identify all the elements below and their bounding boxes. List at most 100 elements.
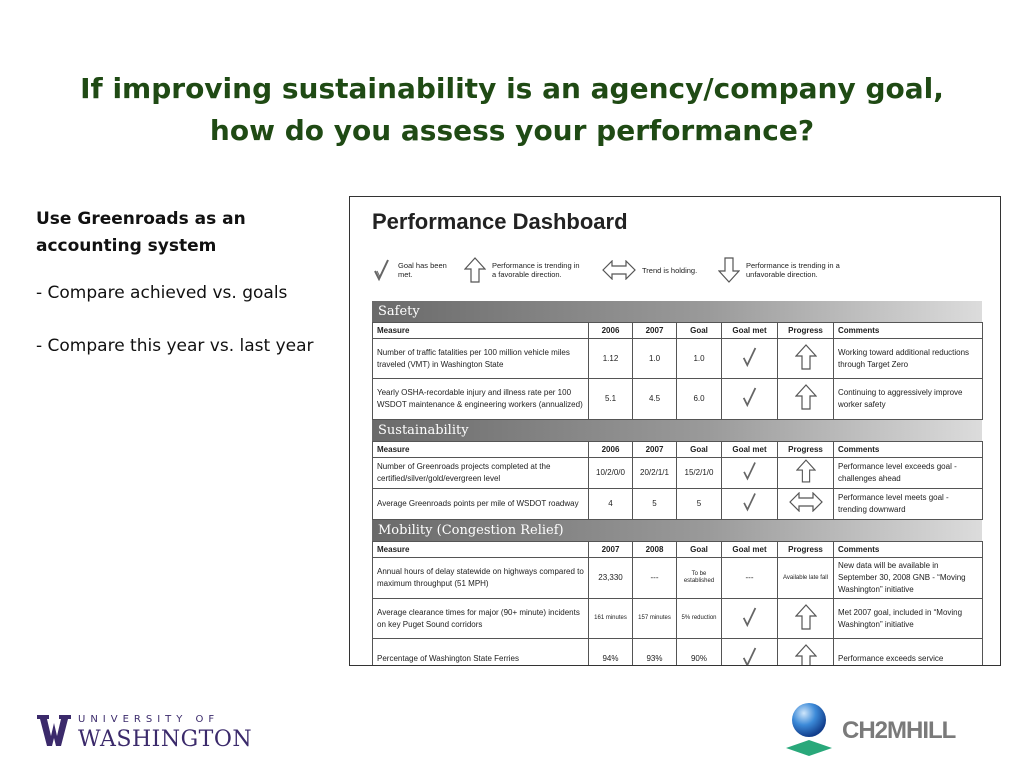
progress-cell: Available late fall <box>777 557 834 599</box>
slide-title-line2: how do you assess your performance? <box>209 114 815 147</box>
column-header: 2006 <box>588 441 633 458</box>
sustainability-table: Measure 2006 2007 Goal Goal met Progress… <box>372 441 983 520</box>
measure-cell: Number of Greenroads projects completed … <box>372 457 589 489</box>
goal-cell: 1.0 <box>676 338 722 379</box>
column-header: Goal met <box>721 441 778 458</box>
legend-holding-text: Trend is holding. <box>642 265 698 275</box>
ch2mhill-wordmark: CH2MHILL <box>842 717 956 744</box>
measure-cell: Yearly OSHA-recordable injury and illnes… <box>372 378 589 420</box>
table-row: Annual hours of delay statewide on highw… <box>372 557 983 599</box>
goal-cell: To be established <box>676 557 722 599</box>
column-header: Goal met <box>721 322 778 339</box>
progress-cell <box>777 338 834 379</box>
measure-cell: Annual hours of delay statewide on highw… <box>372 557 589 599</box>
goal-cell: 5 <box>676 488 722 520</box>
column-header: 2007 <box>632 441 677 458</box>
column-header: Comments <box>833 441 983 458</box>
value-cell: 4.5 <box>632 378 677 420</box>
value-text: 161 minutes <box>594 615 627 621</box>
section-header-safety: Safety <box>372 301 982 322</box>
check-icon <box>742 607 756 627</box>
goal-text: 5% reduction <box>681 615 717 621</box>
value-cell: 157 minutes <box>632 598 677 639</box>
progress-cell <box>777 378 834 420</box>
arrow-both-icon <box>602 260 636 280</box>
value-cell: --- <box>632 557 677 599</box>
section-header-mobility: Mobility (Congestion Relief) <box>372 520 982 541</box>
progress-cell <box>777 488 834 520</box>
value-cell: 1.12 <box>588 338 633 379</box>
uw-logo: UNIVERSITY OF WASHINGTON <box>36 712 256 752</box>
comments-cell: Performance exceeds service <box>833 638 983 665</box>
column-header: 2007 <box>588 541 633 558</box>
value-cell: 94% <box>588 638 633 665</box>
goal-cell: 90% <box>676 638 722 665</box>
value-cell: 10/2/0/0 <box>588 457 633 489</box>
value-cell: 23,330 <box>588 557 633 599</box>
column-header: 2008 <box>632 541 677 558</box>
goal-text: To be established <box>683 571 715 584</box>
check-icon <box>742 493 756 512</box>
column-header: Comments <box>833 541 983 558</box>
arrow-both-icon <box>788 491 823 513</box>
value-cell: 5 <box>632 488 677 520</box>
legend-goal-met-text: Goal has been met. <box>398 261 447 279</box>
slide-title: If improving sustainability is an agency… <box>40 68 984 152</box>
value-text: 157 minutes <box>638 615 671 621</box>
table-header-row: Measure 2006 2007 Goal Goal met Progress… <box>372 441 983 458</box>
value-cell: 5.1 <box>588 378 633 420</box>
comments-cell: Performance level meets goal - trending … <box>833 488 983 520</box>
section-header-sustainability: Sustainability <box>372 420 982 441</box>
comments-cell: Continuing to aggressively improve worke… <box>833 378 983 420</box>
bullet-compare-years: - Compare this year vs. last year <box>36 336 314 356</box>
column-header: Goal <box>676 322 722 339</box>
column-header: 2006 <box>588 322 633 339</box>
value-cell: 4 <box>588 488 633 520</box>
check-icon <box>742 387 756 408</box>
value-cell: 20/2/1/1 <box>632 457 677 489</box>
arrow-down-icon <box>718 257 740 283</box>
goal-met-cell <box>721 338 778 379</box>
left-text-block: Use Greenroads as an accounting system -… <box>36 206 346 360</box>
legend-unfavorable-text: Performance is trending in a unfavorable… <box>746 261 840 279</box>
legend-item-unfavorable: Performance is trending in a unfavorable… <box>718 255 856 285</box>
measure-cell: Number of traffic fatalities per 100 mil… <box>372 338 589 379</box>
column-header: Measure <box>372 322 589 339</box>
column-header: Progress <box>777 322 834 339</box>
check-icon <box>742 647 756 665</box>
progress-cell <box>777 457 834 489</box>
check-icon <box>742 462 756 481</box>
arrow-up-icon <box>794 643 817 665</box>
goal-cell: 6.0 <box>676 378 722 420</box>
arrow-up-icon <box>794 603 817 630</box>
arrow-up-icon <box>795 459 816 483</box>
table-header-row: Measure 2006 2007 Goal Goal met Progress… <box>372 322 983 339</box>
left-heading-line1: Use Greenroads as an <box>36 209 246 229</box>
slide-title-line1: If improving sustainability is an agency… <box>80 72 944 105</box>
left-heading-line2: accounting system <box>36 236 217 256</box>
progress-text: Available late fall <box>783 574 828 581</box>
goal-met-cell <box>721 378 778 420</box>
dashboard-table: Safety Measure 2006 2007 Goal Goal met P… <box>372 301 983 665</box>
column-header: Goal <box>676 541 722 558</box>
arrow-up-icon <box>794 343 817 370</box>
left-heading: Use Greenroads as an accounting system <box>36 206 346 260</box>
goal-met-cell <box>721 457 778 489</box>
performance-dashboard-image: Performance Dashboard Goal has been met.… <box>349 196 1001 666</box>
progress-cell <box>777 638 834 665</box>
value-cell: 161 minutes <box>588 598 633 639</box>
uw-w-icon <box>37 715 71 746</box>
table-row: Number of traffic fatalities per 100 mil… <box>372 338 983 379</box>
table-row: Average clearance times for major (90+ m… <box>372 598 983 639</box>
goal-met-cell <box>721 598 778 639</box>
ch2mhill-logo: CH2MHILL <box>782 700 1002 760</box>
goal-cell: 5% reduction <box>676 598 722 639</box>
column-header: 2007 <box>632 322 677 339</box>
comments-cell: Working toward additional reductions thr… <box>833 338 983 379</box>
value-cell: 93% <box>632 638 677 665</box>
column-header: Progress <box>777 441 834 458</box>
globe-icon <box>786 703 832 756</box>
column-header: Goal met <box>721 541 778 558</box>
uw-logo-top-text: UNIVERSITY OF <box>78 714 220 725</box>
measure-cell: Average Greenroads points per mile of WS… <box>372 488 589 520</box>
